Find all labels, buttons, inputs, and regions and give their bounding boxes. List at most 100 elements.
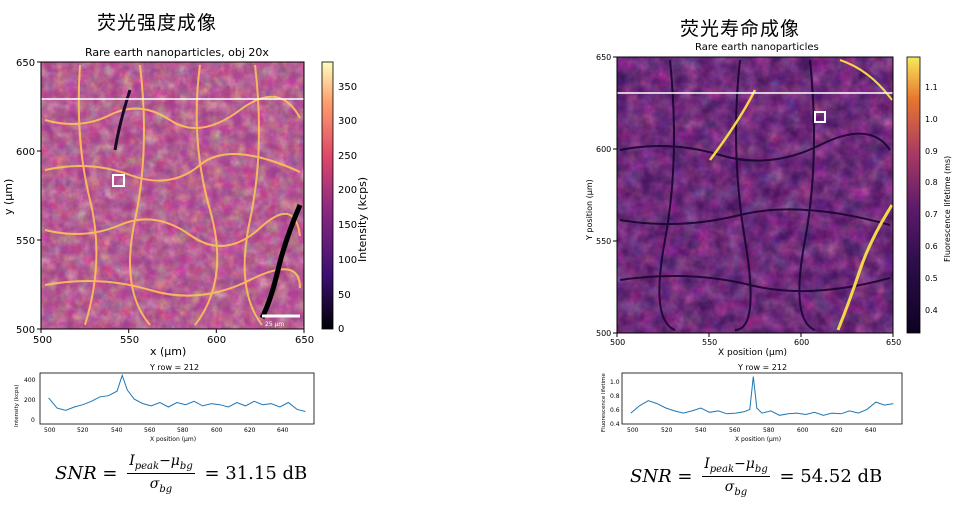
svg-text:580: 580 [763,427,775,434]
left-heading: 荧光强度成像 [97,12,218,34]
svg-text:500: 500 [44,427,56,434]
left-image-frame [40,61,305,330]
left-profile-title: Y row = 212 [150,363,200,372]
right-profile-ylabel: Fluorescence lifetime [601,373,607,432]
svg-text:540: 540 [695,427,707,434]
svg-text:500: 500 [627,427,639,434]
svg-text:0.7: 0.7 [925,210,938,219]
right-image-xticks: 500 550 600 650 [610,338,901,347]
left-xtick-1: 550 [120,335,139,346]
right-profile-plot: 500 520 540 560 580 600 620 640 1.0 0.8 … [601,372,903,443]
left-snr-lhs: SNR [55,462,97,484]
right-profile-xticks: 500 520 540 560 580 600 620 640 [627,427,877,434]
left-roi-box [112,174,125,187]
svg-text:550: 550 [596,237,611,246]
svg-text:0.5: 0.5 [925,274,938,283]
left-profile-plot: 500 520 540 560 580 600 620 640 400 200 … [14,372,315,443]
left-ytick-3: 500 [16,325,35,336]
left-snr-value: = 31.15 dB [204,462,308,484]
right-image-cell-walls [619,59,891,331]
right-colorbar-label: Fluorescence lifetime (ms) [943,156,952,262]
right-image-ylabel: Y position (μm) [585,179,594,241]
right-profile-xlabel: X position (μm) [735,436,781,443]
left-image-texture [41,62,304,329]
svg-text:350: 350 [338,82,357,93]
right-profile-frame [621,372,903,425]
left-snr-eq: = [102,462,118,484]
left-image-cell-walls [44,64,301,326]
left-profile-ylabel: Intensity (kcps) [14,384,20,427]
left-profile-frame [39,372,315,425]
right-colorbar-ticks: 1.1 1.0 0.9 0.8 0.7 0.6 0.5 0.4 [925,83,938,315]
svg-text:600: 600 [211,427,223,434]
left-image-crack [259,204,303,320]
svg-text:1.0: 1.0 [925,115,938,124]
svg-text:0: 0 [338,324,344,335]
right-snr-value: = 54.52 dB [779,465,883,487]
svg-text:580: 580 [177,427,189,434]
right-profile-title: Y row = 212 [738,363,788,372]
right-roi-box [814,111,826,123]
left-snr-formula: SNR = Ipeak−μbg σbg = 31.15 dB [55,453,307,495]
right-heading: 荧光寿命成像 [680,18,801,40]
right-profile-series [630,376,894,416]
left-xtick-3: 650 [295,335,314,346]
left-ytick-2: 550 [16,236,35,247]
left-image-ticks [37,61,305,333]
svg-text:1.1: 1.1 [925,83,938,92]
right-image-yticks: 650 600 550 500 [596,53,611,338]
svg-text:540: 540 [111,427,123,434]
right-image-bright-crack [708,89,757,161]
right-image-ticks [613,56,894,337]
right-snr-formula: SNR = Ipeak−μbg σbg = 54.52 dB [630,456,882,498]
svg-text:0.9: 0.9 [925,147,938,156]
svg-text:560: 560 [729,427,741,434]
left-ytick-0: 650 [16,58,35,69]
svg-text:0.8: 0.8 [925,178,938,187]
svg-text:620: 620 [244,427,256,434]
right-image-plot: 500 550 600 650 650 600 550 500 X positi… [585,53,952,358]
svg-text:150: 150 [338,220,357,231]
svg-text:600: 600 [797,427,809,434]
svg-text:550: 550 [702,338,717,347]
left-snr-fraction: Ipeak−μbg σbg [127,453,195,495]
right-image-bright-crack-3 [839,59,893,101]
left-colorbar [321,61,334,330]
svg-text:600: 600 [794,338,809,347]
svg-text:400: 400 [24,377,36,384]
svg-text:250: 250 [338,151,357,162]
svg-text:650: 650 [886,338,901,347]
svg-text:0.8: 0.8 [610,393,620,400]
left-image-title: Rare earth nanoparticles, obj 20x [85,46,269,59]
left-profile-series [48,373,306,412]
left-image-ylabel: y (μm) [2,179,15,215]
left-profile-yticks: 400 200 0 [24,377,36,424]
svg-text:500: 500 [610,338,625,347]
left-image-xlabel: x (μm) [150,345,186,358]
svg-text:600: 600 [596,145,611,154]
right-profile-yticks: 1.0 0.8 0.6 0.4 [610,379,620,428]
left-profile-xlabel: X position (μm) [150,436,196,443]
svg-text:500: 500 [596,329,611,338]
right-snr-fraction: Ipeak−μbg σbg [702,456,770,498]
svg-text:50: 50 [338,290,351,301]
left-scale-bar-label: 25 μm [265,321,284,328]
svg-text:650: 650 [596,53,611,62]
right-colorbar [906,56,921,334]
svg-text:560: 560 [144,427,156,434]
svg-text:0.6: 0.6 [925,242,938,251]
svg-text:100: 100 [338,255,357,266]
svg-text:0.6: 0.6 [610,407,620,414]
right-image-frame [616,56,894,334]
left-profile-xticks: 500 520 540 560 580 600 620 640 [44,427,289,434]
svg-text:200: 200 [338,185,357,196]
right-image-title: Rare earth nanoparticles [695,42,819,53]
right-snr-eq: = [677,465,693,487]
right-image-xlabel: X position (μm) [718,348,787,358]
svg-text:520: 520 [661,427,673,434]
left-colorbar-label: Intensity (kcps) [356,177,369,262]
svg-text:200: 200 [24,397,36,404]
left-colorbar-ticks: 350 300 250 200 150 100 50 0 [338,82,357,335]
svg-text:1.0: 1.0 [610,379,620,386]
svg-text:620: 620 [831,427,843,434]
